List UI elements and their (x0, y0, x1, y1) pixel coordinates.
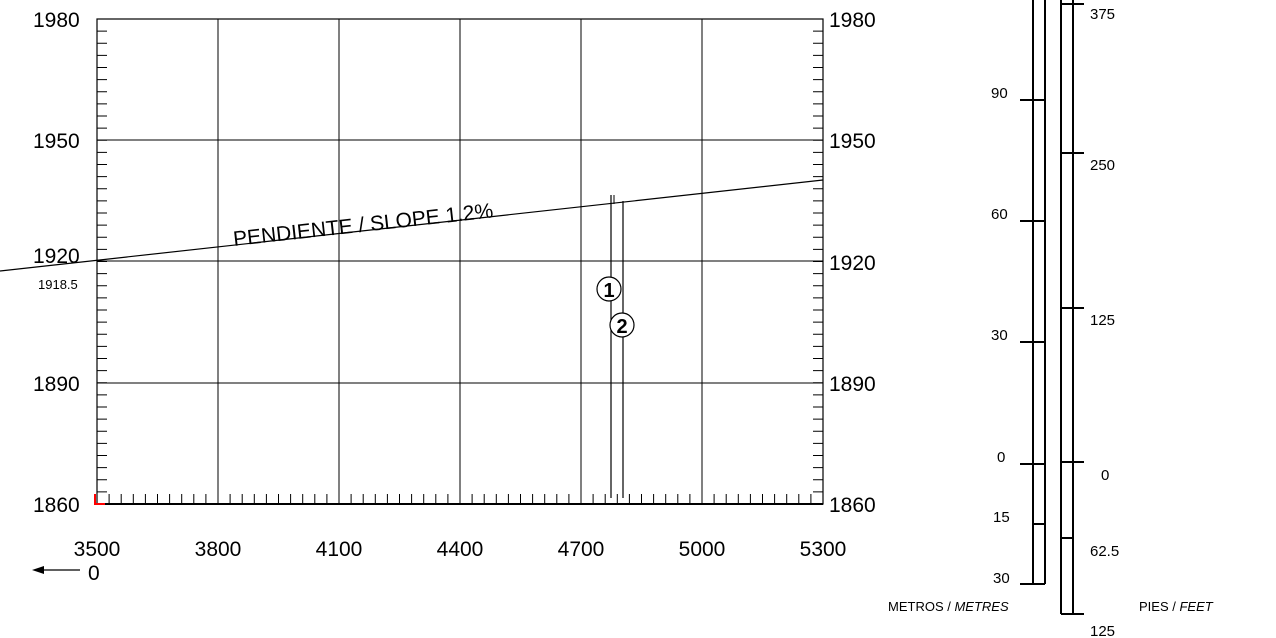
minor-ticks (97, 30, 823, 504)
arrow-left-icon (32, 566, 44, 574)
x-tick-label: 3500 (74, 538, 121, 561)
metre-label-italic: METRES (954, 599, 1009, 614)
metre-tick-label: 30 (993, 570, 1010, 587)
x-axis-labels: 3500 3800 4100 4400 4700 5000 5300 (74, 538, 847, 561)
y-axis-right-labels: 1980 1950 1920 1890 1860 (829, 9, 876, 517)
feet-scale-label: PIES / FEET (1139, 599, 1214, 614)
x-tick-label: 5300 (800, 538, 847, 561)
feet-tick-label: 62.5 (1090, 543, 1119, 560)
feet-tick-label: 250 (1090, 157, 1115, 174)
marker-2-label: 2 (616, 316, 627, 338)
x-tick-label: 3800 (195, 538, 242, 561)
y-tick-label-left: 1920 (33, 245, 80, 268)
profile-grid (96, 18, 824, 505)
origin-red-mark (94, 494, 105, 505)
y-extra-label: 1918.5 (38, 277, 78, 292)
marker-1-circle (596, 276, 622, 302)
y-tick-label-left: 1950 (33, 130, 80, 153)
y-tick-label-right: 1860 (829, 494, 876, 517)
feet-label-italic: FEET (1179, 599, 1213, 614)
y-tick-label-left: 1980 (33, 9, 80, 32)
metre-tick-label: 0 (997, 449, 1005, 466)
x-tick-label: 4100 (316, 538, 363, 561)
slope-label: PENDIENTE / SLOPE 1.2% (232, 199, 494, 251)
feet-scale-bar: 375 250 125 0 62.5 125 PIES / FEET (1060, 0, 1214, 638)
y-tick-label-left: 1890 (33, 373, 80, 396)
feet-label-regular: PIES / (1139, 599, 1179, 614)
x-tick-label: 4700 (558, 538, 605, 561)
slope-line (0, 179, 824, 272)
metre-tick-label: 30 (991, 327, 1008, 344)
y-tick-label-right: 1950 (829, 130, 876, 153)
metre-scale-label: METROS / METRES (888, 599, 1009, 614)
metre-tick-label: 60 (991, 206, 1008, 223)
origin-zero-label: 0 (88, 562, 100, 585)
y-tick-label-right: 1890 (829, 373, 876, 396)
metre-tick-label: 15 (993, 509, 1010, 526)
marker-2-circle (609, 312, 635, 338)
feet-tick-label: 375 (1090, 6, 1115, 23)
y-tick-label-left: 1860 (33, 494, 80, 517)
metre-label-regular: METROS / (888, 599, 954, 614)
x-tick-label: 4400 (437, 538, 484, 561)
marker-1-label: 1 (603, 280, 614, 302)
feet-tick-label: 125 (1090, 312, 1115, 329)
y-tick-label-right: 1920 (829, 252, 876, 275)
y-axis-left-labels: 1980 1950 1920 1890 1860 1918.5 (33, 9, 80, 517)
x-tick-label: 5000 (679, 538, 726, 561)
metre-scale-bar: 90 60 30 0 15 30 METROS / METRES (888, 0, 1046, 614)
feet-tick-label: 125 (1090, 623, 1115, 638)
metre-tick-label: 90 (991, 85, 1008, 102)
feet-tick-label: 0 (1101, 467, 1109, 484)
y-tick-label-right: 1980 (829, 9, 876, 32)
origin-arrow: 0 (32, 562, 100, 585)
boreholes: 1 2 (596, 195, 635, 498)
